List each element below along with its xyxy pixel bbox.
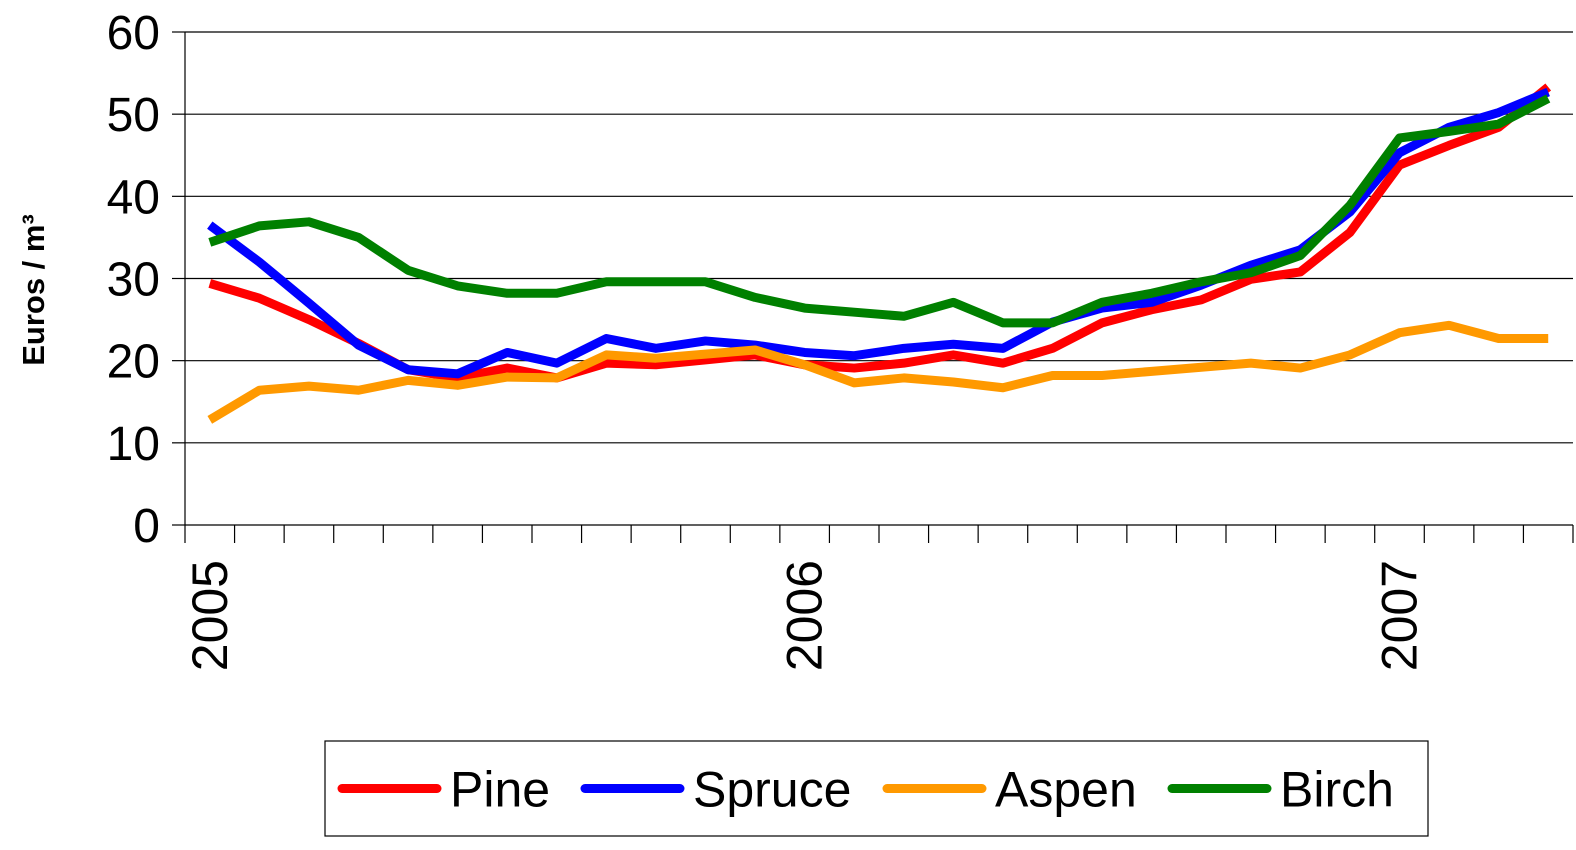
y-tick-label: 50 [107, 89, 160, 142]
series-line [208, 94, 1551, 328]
legend-label: Pine [450, 762, 550, 818]
x-tick-label: 2005 [182, 560, 238, 671]
y-axis-label: Euros / m³ [16, 214, 51, 366]
legend-label: Spruce [693, 762, 851, 818]
legend-label: Aspen [995, 762, 1137, 818]
x-tick-label: 2007 [1372, 560, 1428, 671]
y-tick-label: 0 [133, 500, 160, 553]
series-line [208, 83, 1552, 383]
y-tick-label: 30 [107, 254, 160, 307]
y-tick-label: 40 [107, 171, 160, 224]
series-line [207, 320, 1549, 424]
y-tick-label: 60 [107, 7, 160, 60]
x-tick-label: 2006 [777, 560, 833, 671]
y-tick-label: 10 [107, 418, 160, 471]
y-tick-label: 20 [107, 336, 160, 389]
legend-label: Birch [1280, 762, 1394, 818]
